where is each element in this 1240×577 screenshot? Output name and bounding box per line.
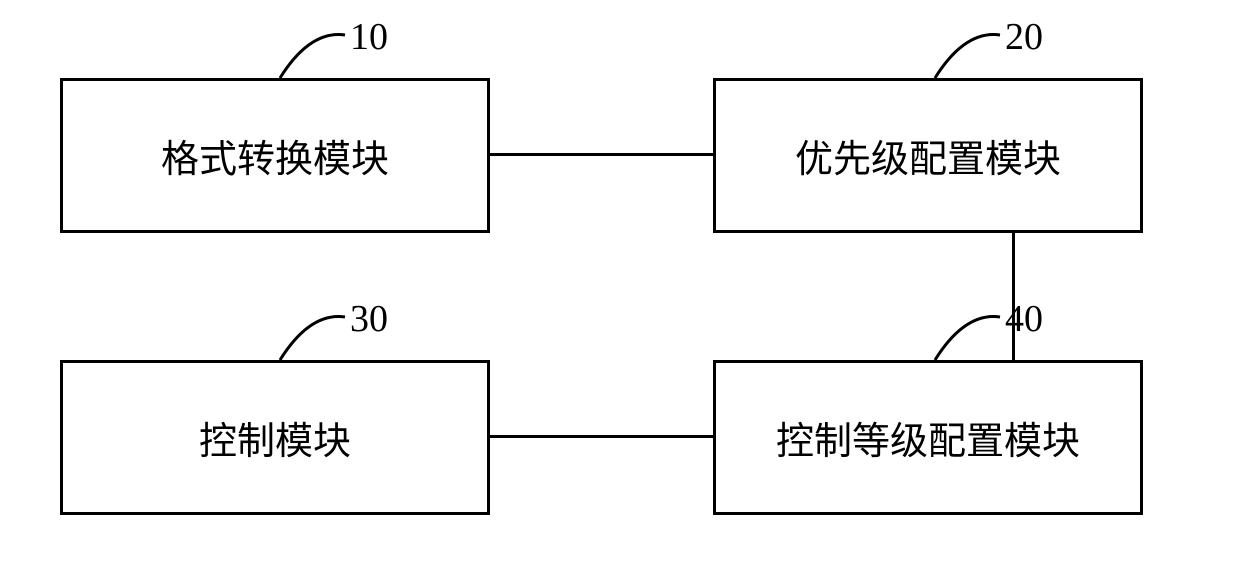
callout-curve-n40 — [0, 0, 1240, 577]
edge-n20-n40 — [1012, 233, 1015, 360]
edge-n10-n20 — [490, 153, 713, 156]
edge-n30-n40 — [490, 435, 713, 438]
callout-n40: 40 — [1005, 297, 1043, 341]
